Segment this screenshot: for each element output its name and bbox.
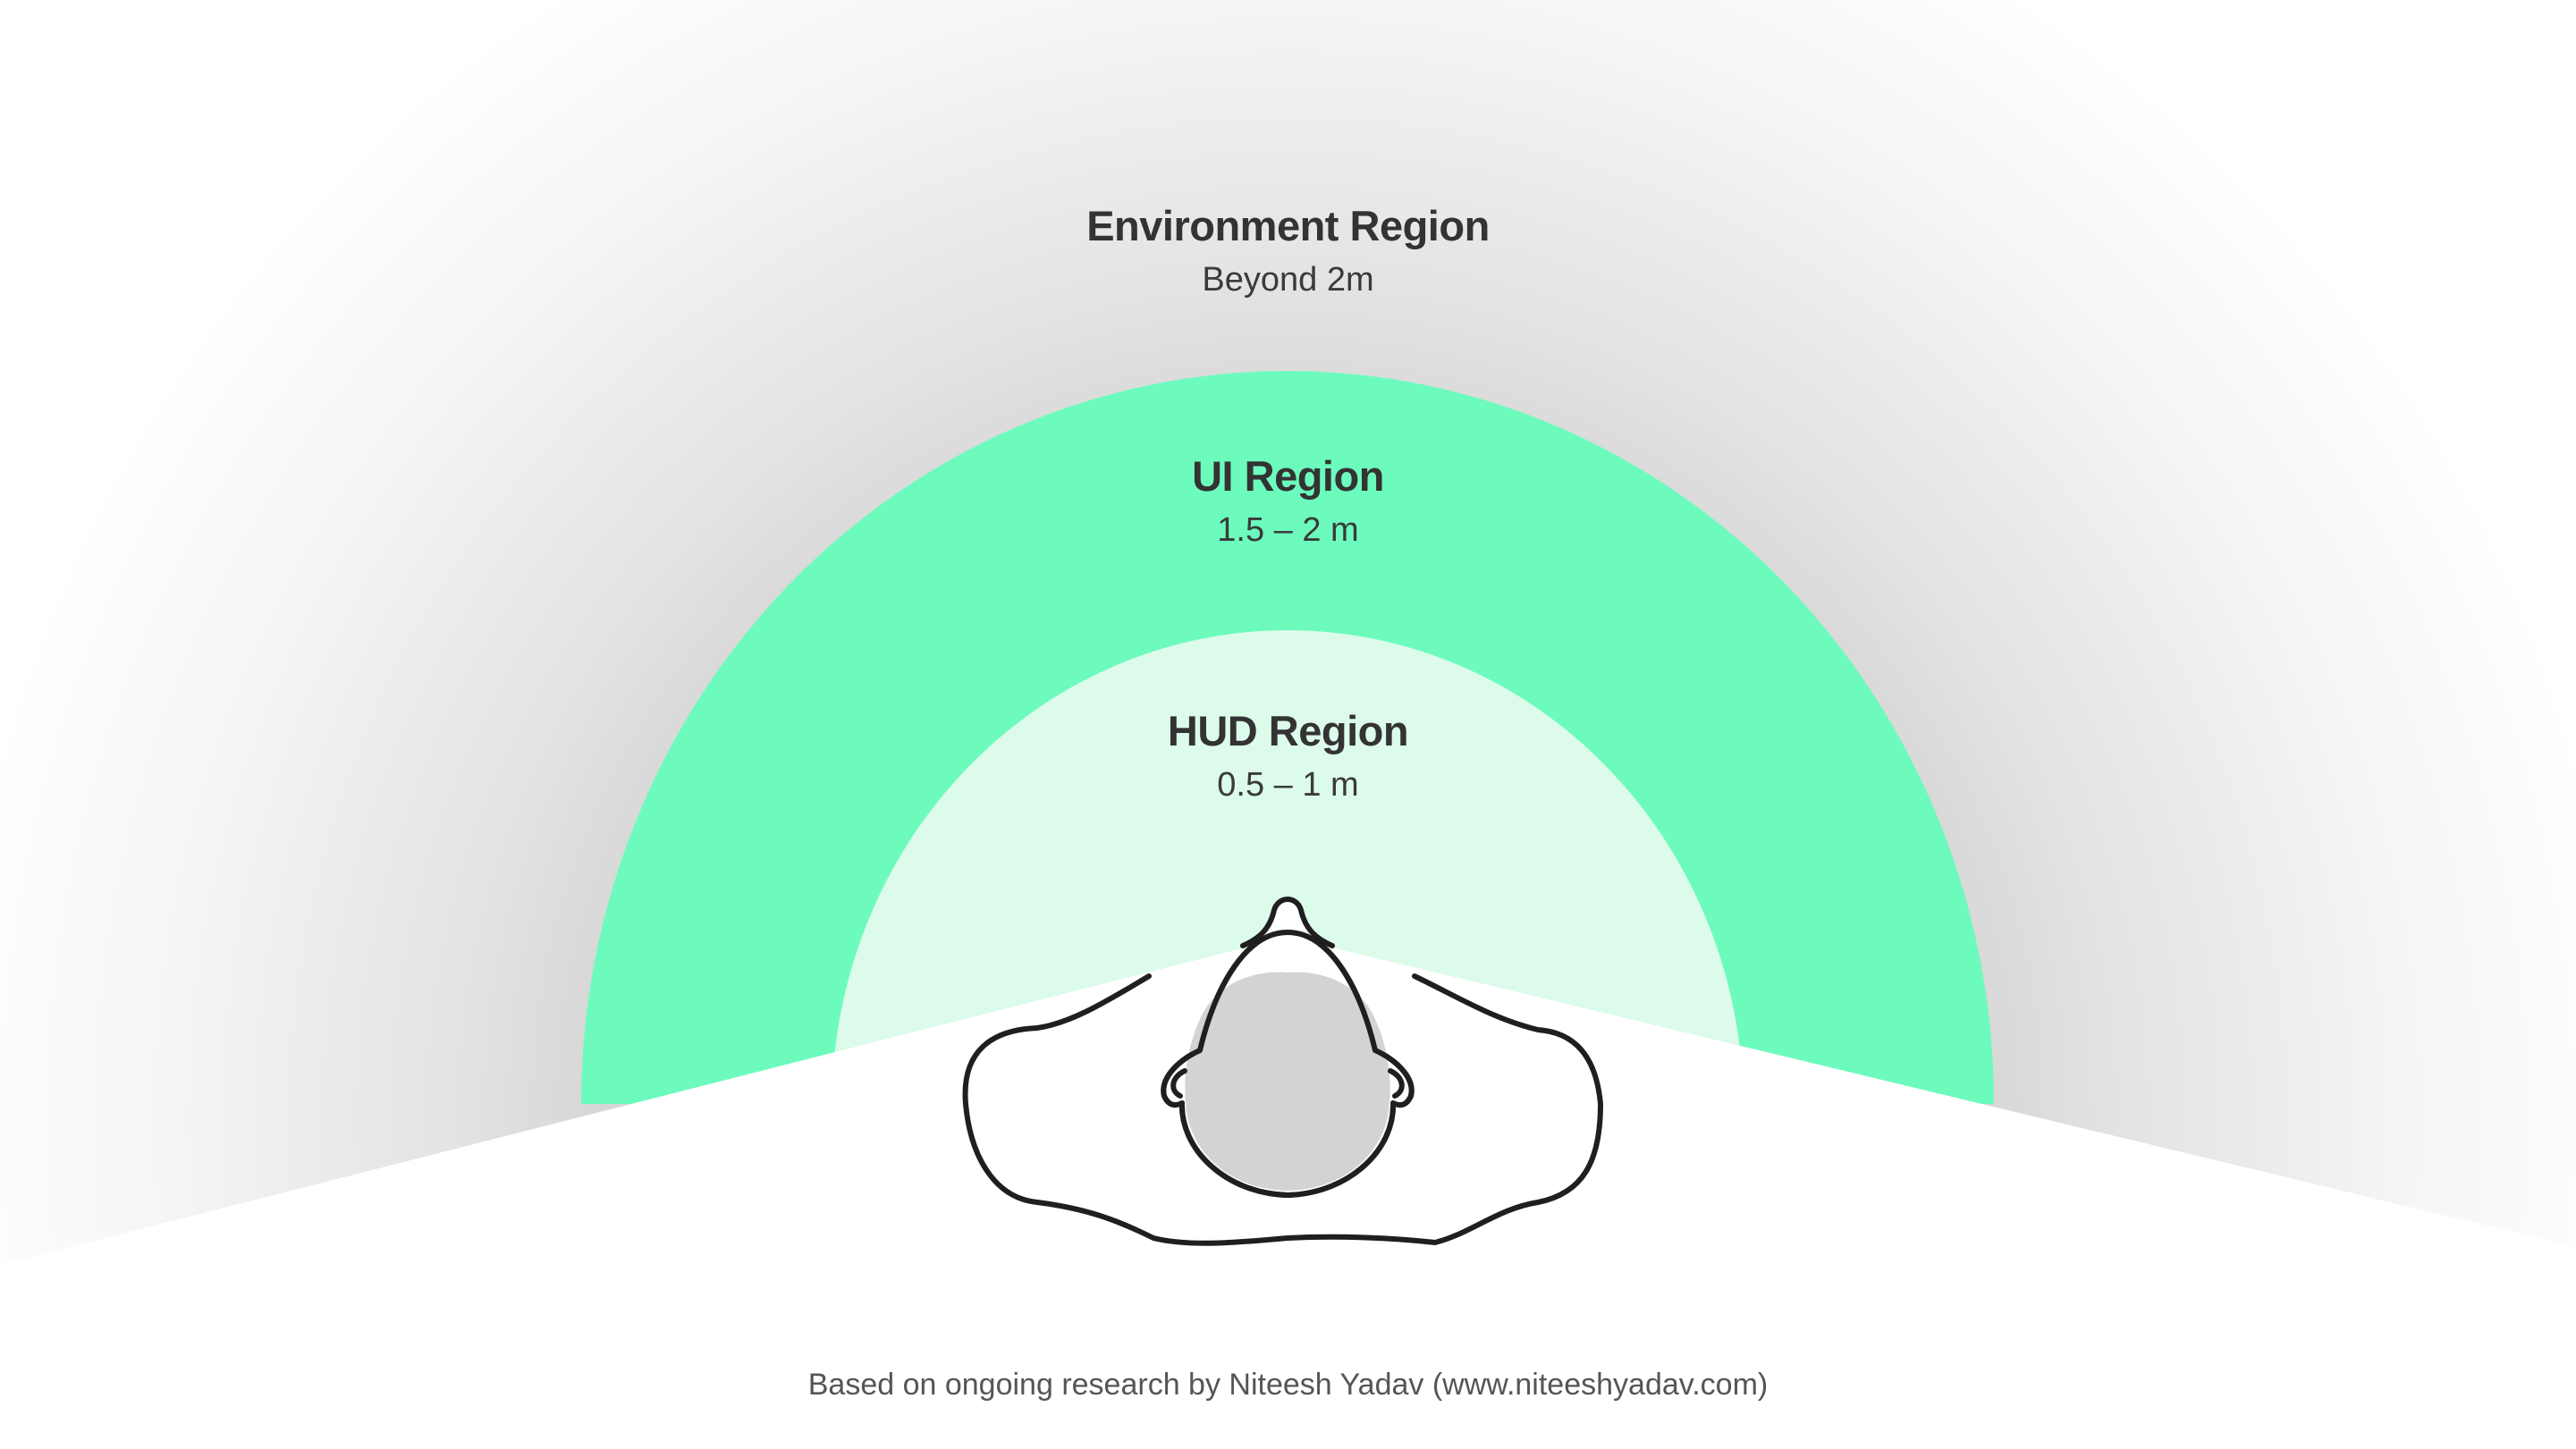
ui-region-distance: 1.5 – 2 m [1217,511,1359,549]
environment-region-distance: Beyond 2m [1202,261,1374,299]
person-top-view-icon [962,897,1603,1246]
hud-region-arc [832,630,1744,1108]
nose-outline [1240,897,1335,948]
hair-crown [1185,972,1390,1191]
hud-region-distance: 0.5 – 1 m [1217,766,1359,804]
ui-region-title: UI Region [1192,452,1384,500]
right-ear-icon [1388,1068,1405,1099]
left-ear-icon [1170,1068,1187,1099]
environment-region-title: Environment Region [1086,202,1490,249]
hud-region-title: HUD Region [1167,707,1409,754]
footer-credit: Based on ongoing research by Niteesh Yad… [807,1368,1769,1402]
head-outline-top [1161,930,1415,1198]
